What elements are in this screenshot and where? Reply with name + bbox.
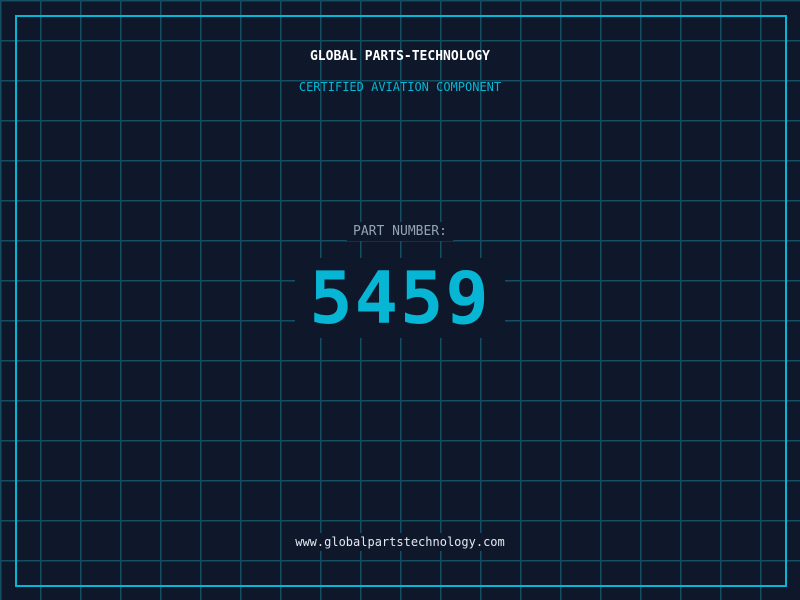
- border-frame: [15, 15, 787, 587]
- website-url: www.globalpartstechnology.com: [291, 533, 509, 551]
- footer-row: www.globalpartstechnology.com: [0, 531, 800, 551]
- part-number-label-row: PART NUMBER:: [0, 220, 800, 241]
- certification-subtitle: CERTIFIED AVIATION COMPONENT: [298, 80, 502, 94]
- company-title: GLOBAL PARTS-TECHNOLOGY: [309, 49, 490, 64]
- part-number-value: 5459: [295, 258, 505, 338]
- part-number-row: 5459: [0, 258, 800, 338]
- part-number-label: PART NUMBER:: [347, 222, 453, 241]
